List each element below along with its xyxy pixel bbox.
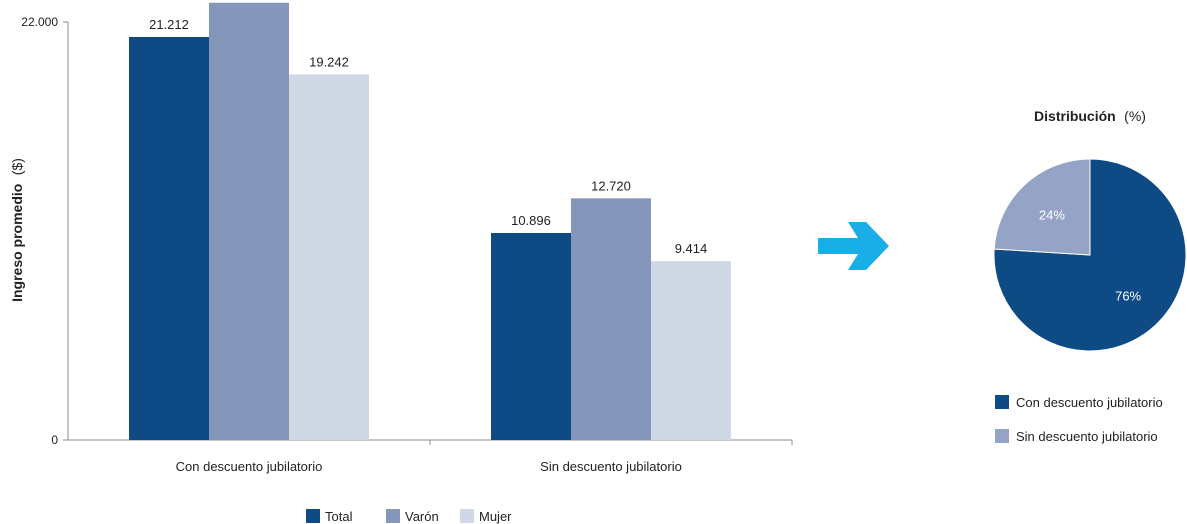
y-axis-label-unit: ($) bbox=[9, 158, 25, 175]
bar bbox=[571, 198, 651, 440]
bar-data-label: 10.896 bbox=[511, 213, 551, 228]
bar bbox=[289, 74, 369, 440]
bar bbox=[651, 261, 731, 440]
pie-title-unit: (%) bbox=[1124, 108, 1146, 124]
bar-category-labels: Con descuento jubilatorio Sin descuento j… bbox=[176, 459, 682, 474]
legend-item: Total bbox=[306, 509, 353, 524]
legend-label: Varón bbox=[405, 509, 439, 524]
legend-swatch bbox=[995, 429, 1009, 443]
y-axis-label-main: Ingreso promedio bbox=[9, 184, 25, 302]
bar-legend: Total Varón Mujer bbox=[306, 509, 512, 524]
y-tick-label: 22.000 bbox=[21, 15, 58, 29]
bar-data-label: 19.242 bbox=[309, 54, 349, 69]
bar-tick-labels: 0 22.000 bbox=[21, 15, 58, 447]
legend-item: Sin descuento jubilatorio bbox=[995, 429, 1158, 444]
bar bbox=[129, 36, 209, 441]
x-category-label: Con descuento jubilatorio bbox=[176, 459, 323, 474]
bar-data-label: 9.414 bbox=[675, 241, 708, 256]
legend-label: Mujer bbox=[479, 509, 512, 524]
legend-swatch bbox=[995, 395, 1009, 409]
bar-data-label: 21.212 bbox=[149, 17, 189, 32]
legend-item: Mujer bbox=[460, 509, 512, 524]
arrow-right-icon bbox=[818, 222, 889, 270]
pie-legend: Con descuento jubilatorio Sin descuento j… bbox=[995, 395, 1163, 444]
pie-slice-label: 24% bbox=[1039, 207, 1065, 222]
pie-slice-label: 76% bbox=[1115, 289, 1141, 304]
pie-slice bbox=[993, 158, 1091, 256]
legend-swatch bbox=[460, 509, 474, 523]
legend-item: Con descuento jubilatorio bbox=[995, 395, 1163, 410]
pie-title: Distribución (%) bbox=[1034, 108, 1146, 125]
bar-data-label: 12.720 bbox=[591, 178, 631, 193]
y-tick-label: 0 bbox=[51, 433, 58, 447]
pie-slices bbox=[993, 158, 1187, 352]
y-axis-label: Ingreso promedio ($) bbox=[9, 158, 26, 302]
legend-label: Con descuento jubilatorio bbox=[1016, 395, 1163, 410]
x-category-label: Sin descuento jubilatorio bbox=[540, 459, 682, 474]
bar bbox=[491, 232, 571, 440]
pie-slice-labels: 76% 24% bbox=[1039, 207, 1142, 303]
legend-item: Varón bbox=[386, 509, 439, 524]
pie-title-main: Distribución bbox=[1034, 108, 1116, 124]
pie-slice bbox=[993, 158, 1187, 352]
bar-marks bbox=[129, 2, 731, 441]
legend-swatch bbox=[386, 509, 400, 523]
pie-chart: Distribución (%) 76% 24% Con descuento ju… bbox=[993, 108, 1187, 444]
bar bbox=[209, 2, 289, 441]
legend-label: Total bbox=[325, 509, 353, 524]
legend-swatch bbox=[306, 509, 320, 523]
legend-label: Sin descuento jubilatorio bbox=[1016, 429, 1158, 444]
